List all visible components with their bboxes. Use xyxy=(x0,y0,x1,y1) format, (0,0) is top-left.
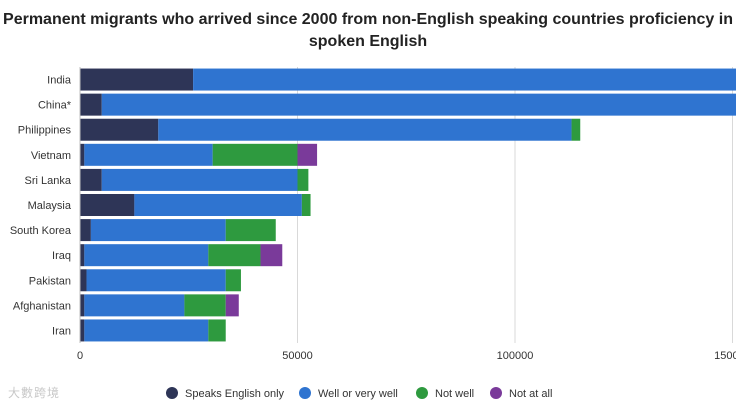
chart-title: Permanent migrants who arrived since 200… xyxy=(3,11,733,50)
category-label: Pakistan xyxy=(29,275,71,287)
bar-segment xyxy=(80,93,102,116)
bar-segment xyxy=(80,194,135,216)
watermark: 大數跨境 xyxy=(8,386,61,400)
bar-segment xyxy=(80,143,85,166)
bar-segment xyxy=(101,93,736,116)
bar-segment xyxy=(86,269,226,292)
bar-segment xyxy=(80,244,85,267)
bar-segment xyxy=(101,168,298,191)
bar-segment xyxy=(84,319,209,342)
bar-segment xyxy=(80,219,91,242)
bar-segment xyxy=(80,319,85,342)
category-label: Philippines xyxy=(18,125,72,137)
bar-segment xyxy=(80,294,85,317)
bar-segment xyxy=(301,194,311,216)
bar-segment xyxy=(80,269,87,292)
bar-segment xyxy=(260,244,283,267)
bar-segment xyxy=(571,118,581,141)
legend-marker xyxy=(166,387,178,399)
bar-segment xyxy=(80,168,102,191)
bar-segment xyxy=(80,118,159,141)
bar-segment xyxy=(208,319,226,342)
bar-segment xyxy=(84,244,209,267)
category-label: Vietnam xyxy=(31,150,71,162)
legend-marker xyxy=(416,387,428,399)
bar-segment xyxy=(158,118,572,141)
bar-segment xyxy=(297,168,309,191)
bar-segment xyxy=(297,143,318,166)
legend-label: Well or very well xyxy=(318,388,398,400)
bar-segment xyxy=(134,194,302,216)
bar-segment xyxy=(225,294,239,317)
bar-segment xyxy=(84,294,185,317)
legend-label: Not at all xyxy=(509,388,552,400)
bar-segment xyxy=(90,219,226,242)
category-label: South Korea xyxy=(10,225,72,237)
bar-segment xyxy=(193,68,736,91)
legend-label: Speaks English only xyxy=(185,388,285,400)
x-tick-label: 100000 xyxy=(497,350,534,362)
bar-segment xyxy=(208,244,261,267)
x-tick-label: 50000 xyxy=(282,350,313,362)
bar-segment xyxy=(84,143,213,166)
x-tick-label: 0 xyxy=(77,350,83,362)
legend: Speaks English only Well or very well Not … xyxy=(166,387,552,400)
axes: 050000100000150000200000250000IndiaChina… xyxy=(10,67,736,362)
bar-segment xyxy=(80,68,194,91)
category-label: India xyxy=(47,75,72,87)
category-label: China* xyxy=(38,100,72,112)
bar-segment xyxy=(184,294,226,317)
bar-segment xyxy=(225,219,276,242)
bar-segment xyxy=(225,269,241,292)
bars xyxy=(80,68,736,342)
legend-marker xyxy=(490,387,502,399)
category-label: Malaysia xyxy=(28,200,72,212)
category-label: Sri Lanka xyxy=(25,175,72,187)
bar-segment xyxy=(212,143,298,166)
x-tick-label: 150000 xyxy=(714,350,736,362)
category-label: Afghanistan xyxy=(13,300,71,312)
legend-marker xyxy=(299,387,311,399)
legend-label: Not well xyxy=(435,388,474,400)
category-label: Iran xyxy=(52,325,71,337)
category-label: Iraq xyxy=(52,250,71,262)
